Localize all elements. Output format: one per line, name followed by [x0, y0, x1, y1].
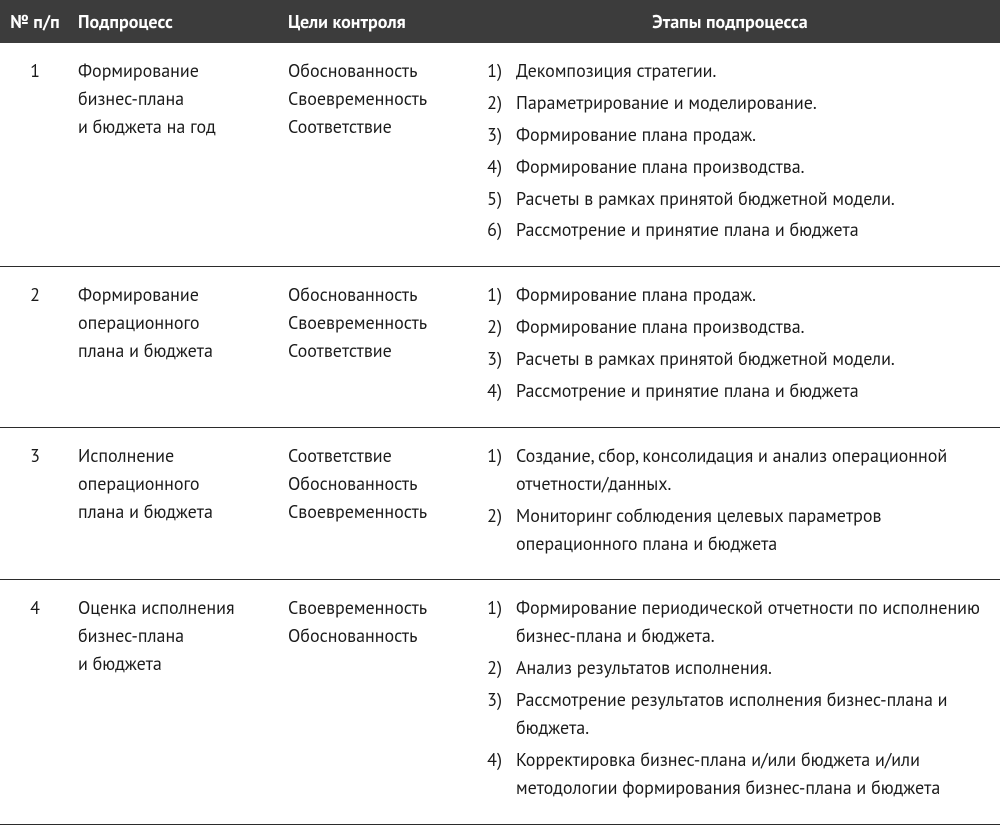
- step-item: Расчеты в рамках принятой бюджетной моде…: [468, 345, 992, 373]
- col-header-goals: Цели контроля: [280, 0, 460, 43]
- step-item: Декомпозиция стратегии.: [468, 57, 992, 85]
- step-item: Расчеты в рамках принятой бюджетной моде…: [468, 185, 992, 213]
- table-row: 2Формированиеоперационногоплана и бюджет…: [0, 267, 1000, 428]
- step-text: Корректировка бизнес-плана и/или бюджета…: [516, 746, 992, 802]
- step-item: Формирование периодической отчетности по…: [468, 594, 992, 650]
- step-item: Формирование плана производства.: [468, 153, 992, 181]
- subprocess-line: Оценка исполнения: [78, 594, 272, 622]
- table-body: 1Формированиебизнес-планаи бюджета на го…: [0, 43, 1000, 824]
- step-text: Формирование плана производства.: [516, 313, 992, 341]
- step-text: Создание, сбор, консолидация и анализ оп…: [516, 442, 992, 498]
- cell-steps: Создание, сбор, консолидация и анализ оп…: [460, 427, 1000, 580]
- subprocess-line: бизнес-плана: [78, 622, 272, 650]
- cell-subprocess: Формированиеоперационногоплана и бюджета: [70, 267, 280, 428]
- goal-line: Обоснованность: [288, 470, 452, 498]
- step-item: Параметрирование и моделирование.: [468, 89, 992, 117]
- subprocess-line: Формирование: [78, 57, 272, 85]
- cell-num: 1: [0, 43, 70, 267]
- goal-line: Обоснованность: [288, 622, 452, 650]
- cell-goals: СоответствиеОбоснованностьСвоевременност…: [280, 427, 460, 580]
- step-item: Рассмотрение и принятие плана и бюджета: [468, 216, 992, 244]
- subprocess-line: и бюджета на год: [78, 113, 272, 141]
- subprocess-table: № п/п Подпроцесс Цели контроля Этапы под…: [0, 0, 1000, 825]
- step-text: Декомпозиция стратегии.: [516, 57, 992, 85]
- cell-subprocess: Исполнениеоперационногоплана и бюджета: [70, 427, 280, 580]
- step-item: Создание, сбор, консолидация и анализ оп…: [468, 442, 992, 498]
- step-text: Рассмотрение результатов исполнения бизн…: [516, 686, 992, 742]
- subprocess-line: плана и бюджета: [78, 498, 272, 526]
- cell-steps: Формирование плана продаж. Формирование п…: [460, 267, 1000, 428]
- cell-steps: Декомпозиция стратегии. Параметрирование …: [460, 43, 1000, 267]
- col-header-steps: Этапы подпроцесса: [460, 0, 1000, 43]
- cell-num: 3: [0, 427, 70, 580]
- table-row: 4Оценка исполнениябизнес-планаи бюджетаС…: [0, 580, 1000, 824]
- steps-list: Формирование плана продаж. Формирование п…: [468, 281, 992, 405]
- goal-line: Соответствие: [288, 337, 452, 365]
- step-item: Рассмотрение и принятие плана и бюджета: [468, 377, 992, 405]
- step-text: Расчеты в рамках принятой бюджетной моде…: [516, 185, 992, 213]
- cell-steps: Формирование периодической отчетности по…: [460, 580, 1000, 824]
- step-text: Расчеты в рамках принятой бюджетной моде…: [516, 345, 992, 373]
- cell-goals: ОбоснованностьСвоевременностьСоответстви…: [280, 43, 460, 267]
- cell-num: 2: [0, 267, 70, 428]
- goal-line: Своевременность: [288, 309, 452, 337]
- table-container: № п/п Подпроцесс Цели контроля Этапы под…: [0, 0, 1000, 825]
- cell-subprocess: Оценка исполнениябизнес-планаи бюджета: [70, 580, 280, 824]
- step-text: Формирование плана производства.: [516, 153, 992, 181]
- goal-line: Своевременность: [288, 498, 452, 526]
- step-item: Рассмотрение результатов исполнения бизн…: [468, 686, 992, 742]
- goal-line: Своевременность: [288, 594, 452, 622]
- steps-list: Создание, сбор, консолидация и анализ оп…: [468, 442, 992, 558]
- step-item: Мониторинг соблюдения целевых параметров…: [468, 502, 992, 558]
- goal-line: Обоснованность: [288, 281, 452, 309]
- step-item: Формирование плана производства.: [468, 313, 992, 341]
- goal-line: Своевременность: [288, 85, 452, 113]
- step-text: Анализ результатов исполнения.: [516, 654, 992, 682]
- step-text: Мониторинг соблюдения целевых параметров…: [516, 502, 992, 558]
- goal-line: Соответствие: [288, 113, 452, 141]
- steps-list: Декомпозиция стратегии. Параметрирование …: [468, 57, 992, 244]
- step-text: Параметрирование и моделирование.: [516, 89, 992, 117]
- subprocess-line: операционного: [78, 470, 272, 498]
- subprocess-line: плана и бюджета: [78, 337, 272, 365]
- cell-goals: СвоевременностьОбоснованность: [280, 580, 460, 824]
- steps-list: Формирование периодической отчетности по…: [468, 594, 992, 801]
- table-header-row: № п/п Подпроцесс Цели контроля Этапы под…: [0, 0, 1000, 43]
- step-item: Анализ результатов исполнения.: [468, 654, 992, 682]
- cell-num: 4: [0, 580, 70, 824]
- subprocess-line: бизнес-плана: [78, 85, 272, 113]
- table-row: 1Формированиебизнес-планаи бюджета на го…: [0, 43, 1000, 267]
- step-text: Рассмотрение и принятие плана и бюджета: [516, 216, 992, 244]
- step-text: Формирование плана продаж.: [516, 121, 992, 149]
- step-item: Формирование плана продаж.: [468, 281, 992, 309]
- step-text: Рассмотрение и принятие плана и бюджета: [516, 377, 992, 405]
- subprocess-line: операционного: [78, 309, 272, 337]
- col-header-subprocess: Подпроцесс: [70, 0, 280, 43]
- step-item: Корректировка бизнес-плана и/или бюджета…: [468, 746, 992, 802]
- step-text: Формирование периодической отчетности по…: [516, 594, 992, 650]
- goal-line: Соответствие: [288, 442, 452, 470]
- cell-goals: ОбоснованностьСвоевременностьСоответстви…: [280, 267, 460, 428]
- subprocess-line: Исполнение: [78, 442, 272, 470]
- step-text: Формирование плана продаж.: [516, 281, 992, 309]
- col-header-num: № п/п: [0, 0, 70, 43]
- table-row: 3Исполнениеоперационногоплана и бюджетаС…: [0, 427, 1000, 580]
- cell-subprocess: Формированиебизнес-планаи бюджета на год: [70, 43, 280, 267]
- subprocess-line: и бюджета: [78, 650, 272, 678]
- goal-line: Обоснованность: [288, 57, 452, 85]
- subprocess-line: Формирование: [78, 281, 272, 309]
- step-item: Формирование плана продаж.: [468, 121, 992, 149]
